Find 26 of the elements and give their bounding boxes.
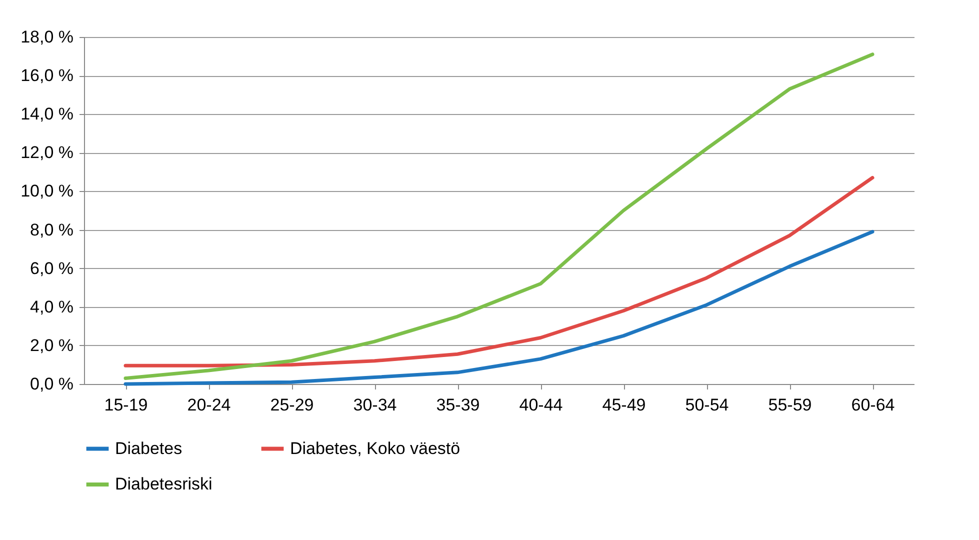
x-tick-label: 50-54	[685, 396, 729, 414]
legend-label: Diabetesriski	[115, 474, 212, 494]
legend-label: Diabetes, Koko väestö	[290, 438, 460, 458]
x-tick-label: 55-59	[768, 396, 812, 414]
x-tick-label: 30-34	[353, 396, 397, 414]
y-tick-label: 16,0 %	[20, 66, 74, 86]
y-tick-label: 12,0 %	[20, 143, 74, 162]
y-tick-label: 2,0 %	[30, 336, 74, 355]
x-tick-label: 35-39	[436, 396, 480, 414]
y-tick-label: 10,0 %	[20, 182, 74, 201]
y-tick-label: 8,0 %	[30, 220, 74, 240]
y-tick-label: 0,0 %	[30, 374, 74, 394]
x-tick-label: 25-29	[270, 396, 314, 414]
line-series	[124, 52, 874, 380]
x-tick-label: 45-49	[602, 396, 646, 414]
x-tick-label: 60-64	[851, 396, 895, 414]
y-tick-label: 18,0 %	[20, 28, 74, 46]
line-series	[124, 230, 874, 386]
y-tick-label: 14,0 %	[20, 104, 74, 124]
x-tick-label: 20-24	[187, 396, 231, 414]
legend-label: Diabetes	[115, 438, 182, 458]
line-series	[124, 176, 874, 368]
y-tick-label: 4,0 %	[30, 297, 74, 316]
x-tick-label: 15-19	[104, 396, 148, 414]
y-tick-label: 6,0 %	[30, 258, 74, 278]
x-tick-label: 40-44	[519, 396, 563, 414]
